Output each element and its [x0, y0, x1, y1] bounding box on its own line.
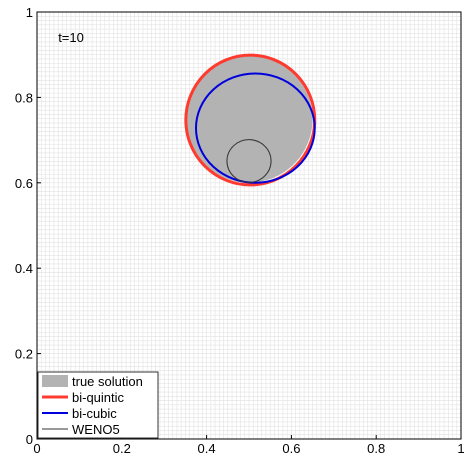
series-bi-cubic: [195, 72, 316, 184]
axes-frame: [36, 11, 462, 440]
x-tick-label: 0.2: [113, 441, 131, 456]
x-axis: 0 0.2 0.4 0.6 0.8 1: [33, 435, 465, 456]
y-tick-label: 1: [26, 5, 33, 20]
x-tick-label: 0.6: [282, 441, 300, 456]
y-tick-label: 0.6: [15, 176, 33, 191]
legend-true-solution-swatch: [42, 375, 68, 387]
x-tick-label: 0.4: [198, 441, 216, 456]
y-tick-label: 0.8: [15, 90, 33, 105]
y-tick-label: 0.2: [15, 347, 33, 362]
x-tick-label: 0: [33, 441, 40, 456]
time-annotation: t=10: [58, 30, 84, 45]
plot-area: [184, 53, 317, 187]
legend-bi-quintic-label: bi-quintic: [72, 390, 125, 405]
y-axis: 0 0.2 0.4 0.6 0.8 1: [15, 5, 41, 447]
legend-bi-cubic-label: bi-cubic: [72, 406, 117, 421]
y-tick-label: 0.4: [15, 261, 33, 276]
y-tick-label: 0: [26, 432, 33, 447]
legend-true-solution-label: true solution: [72, 374, 143, 389]
x-tick-label: 0.8: [367, 441, 385, 456]
x-tick-label: 1: [457, 441, 464, 456]
legend-weno5-label: WENO5: [72, 422, 120, 437]
series-weno5: [226, 139, 272, 183]
